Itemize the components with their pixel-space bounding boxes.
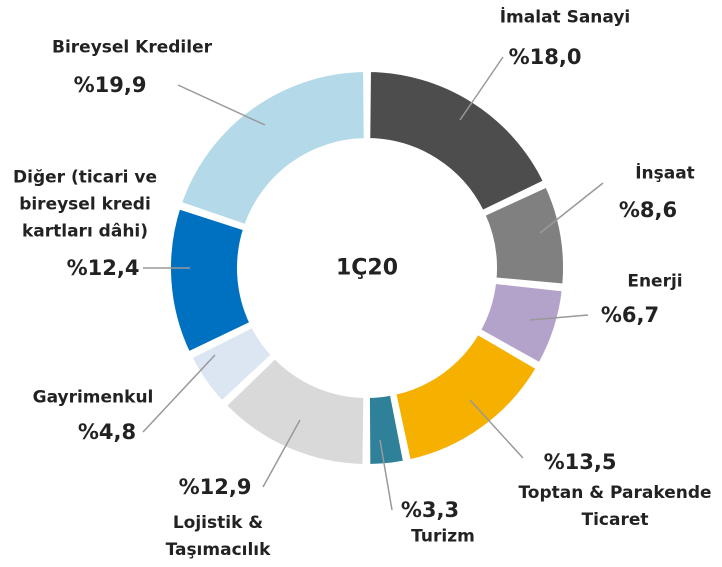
leader-line — [379, 439, 393, 511]
category-label: Turizm — [411, 526, 475, 547]
leader-line — [142, 354, 216, 433]
value-label: %8,6 — [618, 198, 678, 222]
donut-segment — [221, 354, 368, 469]
value-label: %12,9 — [178, 475, 252, 499]
value-label: %4,8 — [77, 420, 137, 444]
leader-line — [177, 84, 266, 126]
donut-segment — [476, 279, 567, 368]
donut-segment — [187, 322, 276, 406]
donut-segment — [177, 67, 368, 229]
donut-segment — [365, 391, 408, 469]
category-label: Gayrimenkul — [32, 387, 154, 408]
category-label: Enerji — [627, 271, 683, 292]
leader-line — [529, 314, 589, 321]
value-label: %3,3 — [400, 498, 460, 522]
leader-line — [262, 419, 301, 488]
category-label: İmalat Sanayi — [499, 7, 631, 28]
donut-segment — [480, 182, 567, 288]
value-label: %19,9 — [73, 73, 147, 97]
donut-segment — [366, 67, 548, 215]
leader-line — [539, 182, 604, 234]
donut-segment — [167, 204, 255, 357]
donut-segment — [391, 329, 541, 464]
leader-line — [459, 56, 504, 121]
category-label: İnşaat — [635, 163, 695, 184]
category-label: Diğer (ticari ve bireysel kredi kartları… — [13, 167, 157, 242]
leader-line — [469, 399, 524, 459]
category-label: Lojistik & Taşımacılık — [165, 513, 271, 560]
value-label: %12,4 — [66, 256, 140, 280]
value-label: %13,5 — [543, 450, 617, 474]
value-label: %6,7 — [600, 303, 660, 327]
category-label: Bireysel Krediler — [52, 37, 212, 58]
value-label: %18,0 — [508, 45, 582, 69]
category-label: Toptan & Parakende Ticaret — [518, 483, 712, 530]
center-label: 1Ç20 — [335, 255, 399, 281]
